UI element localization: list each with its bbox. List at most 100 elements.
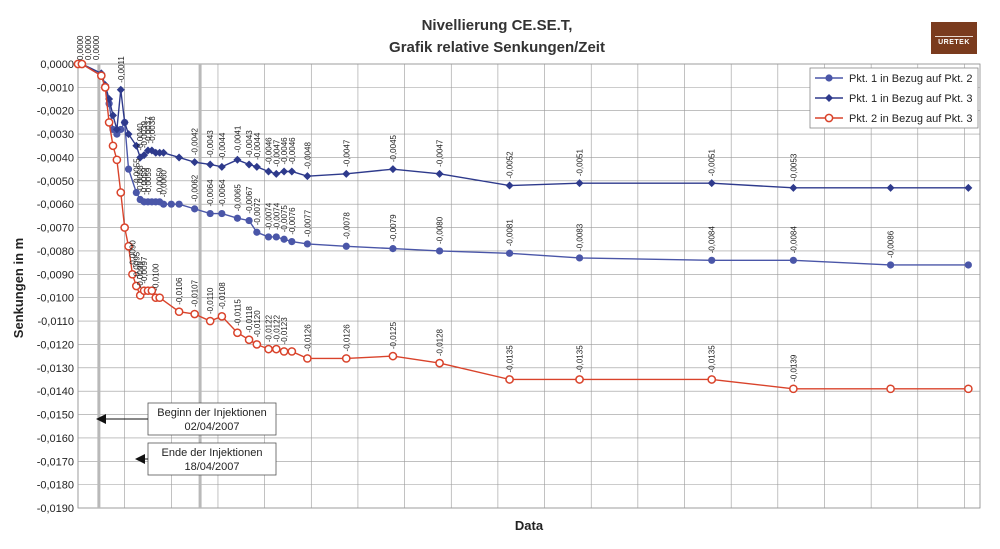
series-1-point	[124, 165, 133, 173]
series-2-point	[116, 85, 125, 94]
logo-stripe	[935, 36, 973, 37]
data-label: -0,0095	[132, 251, 141, 279]
series-1-point	[218, 209, 226, 218]
series-2-point	[707, 179, 716, 188]
series-2-point	[303, 172, 312, 181]
data-label: -0,0052	[506, 151, 515, 179]
series-1-point	[789, 256, 797, 264]
data-label: -0,0126	[342, 324, 351, 352]
chart-title: Nivellierung CE.SE.T,	[422, 17, 573, 34]
y-tick-label: -0,0180	[37, 480, 74, 492]
y-tick-label: -0,0020	[37, 106, 74, 118]
series-3-point	[120, 223, 130, 232]
data-label: -0,0120	[253, 310, 262, 338]
series-3-point	[271, 344, 281, 354]
top-zero-label: 0,0000	[76, 35, 85, 60]
series-2-point	[108, 111, 117, 120]
annotation-start-arrowhead	[96, 414, 106, 424]
series-1-point	[288, 238, 296, 246]
legend-marker-3	[824, 113, 834, 123]
series-3-point	[124, 241, 133, 251]
series-3-point	[264, 344, 273, 354]
data-label: -0,0090	[128, 240, 137, 268]
legend-label-2: Pkt. 1 in Bezug auf Pkt. 3	[849, 93, 973, 105]
data-label: -0,0106	[175, 277, 184, 305]
data-label: -0,0122	[272, 314, 281, 342]
y-tick-label: -0,0140	[37, 386, 74, 398]
series-3-point	[205, 316, 215, 326]
annotation-injection-end: Ende der Injektionen 18/04/2007	[135, 442, 277, 476]
data-label: -0,0040	[136, 123, 145, 151]
series-3-point	[77, 59, 87, 69]
series-2-point	[575, 179, 584, 188]
y-tick-label: -0,0100	[37, 293, 74, 305]
data-label: -0,0055	[132, 158, 141, 186]
data-label: -0,0100	[152, 263, 161, 291]
series-2-point	[112, 125, 121, 134]
series-3-point	[112, 155, 122, 165]
series-1-point	[435, 247, 444, 255]
series-1-point	[253, 228, 261, 236]
series-2-point	[206, 160, 215, 169]
series-3-point	[303, 354, 312, 363]
y-tick-label: -0,0090	[37, 269, 74, 281]
annotation-injection-start: Beginn der Injektionen 02/04/2007	[96, 402, 277, 436]
y-axis-label: Senkungen in m	[11, 238, 26, 338]
top-zero-label: 0,0000	[92, 35, 101, 60]
data-label: -0,0046	[280, 137, 289, 165]
legend-item-pkt2-pkt3: Pkt. 2 in Bezug auf Pkt. 3	[815, 113, 973, 125]
series-3-point	[100, 83, 110, 92]
legend: Pkt. 1 in Bezug auf Pkt. 2 Pkt. 1 in Bez…	[809, 67, 979, 129]
data-label: -0,0058	[136, 165, 145, 193]
series-1-point	[342, 242, 350, 250]
data-label: -0,0077	[303, 209, 312, 237]
series-3-point	[116, 188, 126, 197]
series-2-point	[124, 130, 133, 139]
data-label: -0,0053	[789, 153, 798, 181]
data-label: -0,0086	[887, 230, 896, 258]
series-1-point	[575, 254, 584, 262]
data-label: -0,0078	[342, 212, 351, 240]
series-2-point	[435, 169, 444, 178]
legend-label-1: Pkt. 1 in Bezug auf Pkt. 2	[849, 73, 973, 85]
legend-item-pkt1-pkt2: Pkt. 1 in Bezug auf Pkt. 2	[815, 73, 973, 85]
data-label: -0,0044	[218, 132, 227, 160]
series-3-point	[155, 293, 164, 303]
data-label: -0,0122	[265, 314, 274, 342]
data-label: -0,0135	[576, 345, 585, 373]
y-tick-label: -0,0150	[37, 410, 74, 422]
data-label: -0,0065	[233, 184, 242, 212]
data-label: -0,0083	[576, 223, 585, 251]
data-label: -0,0067	[245, 186, 254, 214]
series-1-point	[280, 235, 288, 243]
series-3-point	[886, 384, 895, 394]
data-label: -0,0059	[140, 167, 149, 195]
data-label: -0,0108	[218, 282, 227, 310]
data-label: -0,0046	[288, 137, 297, 165]
data-label: -0,0045	[389, 134, 398, 162]
data-label: -0,0074	[272, 202, 281, 230]
series-3-point	[96, 71, 106, 81]
series-3-point	[963, 384, 973, 394]
series-2-point	[964, 183, 973, 192]
annotation-end-arrowhead	[135, 454, 145, 464]
data-label: -0,0038	[148, 116, 157, 144]
y-tick-label: -0,0170	[37, 456, 74, 468]
legend-label-3: Pkt. 2 in Bezug auf Pkt. 3	[849, 113, 973, 125]
annotation-box-start	[147, 402, 277, 436]
series-3-point	[575, 375, 584, 384]
data-label: -0,0099	[136, 261, 145, 289]
data-label: -0,0046	[265, 137, 274, 165]
series-2-point	[264, 167, 273, 176]
data-label: -0,0047	[342, 139, 351, 167]
series-3-point	[789, 384, 798, 394]
series-1-point	[191, 205, 199, 213]
series-3-point	[279, 347, 289, 356]
legend-marker-1	[825, 74, 833, 82]
series-2-point	[140, 151, 149, 160]
data-label: -0,0110	[206, 287, 215, 314]
series-1-point	[303, 240, 311, 248]
series-2-point	[886, 183, 895, 192]
logo-text: URETEK	[938, 39, 970, 46]
